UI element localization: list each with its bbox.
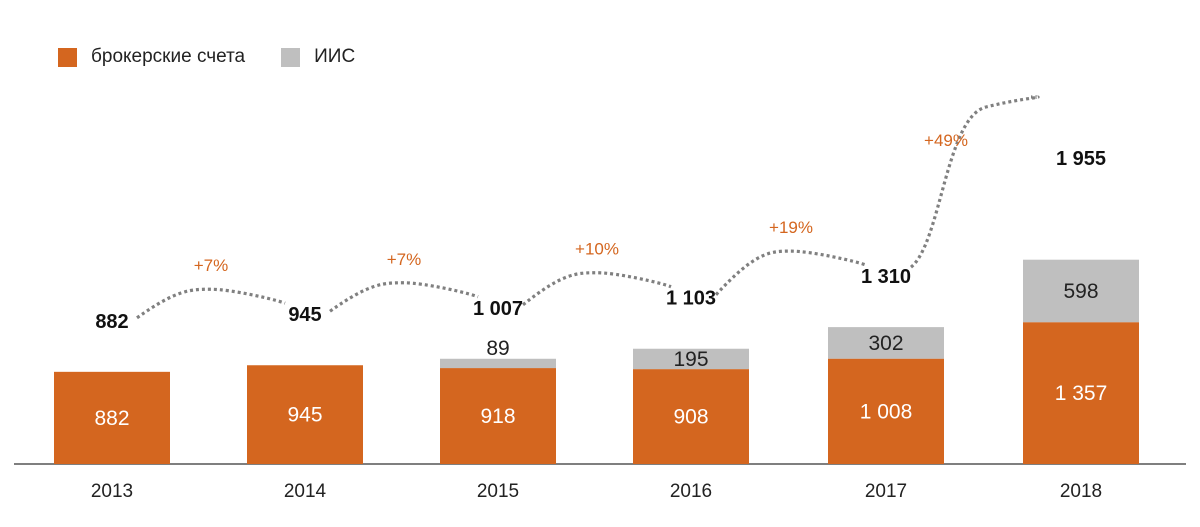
growth-label-4: +19% bbox=[769, 218, 813, 237]
growth-label-2: +7% bbox=[387, 250, 422, 269]
growth-label-1: +7% bbox=[194, 256, 229, 275]
x-tick-label-2017: 2017 bbox=[865, 481, 907, 502]
x-tick-label-2015: 2015 bbox=[477, 481, 519, 502]
bar-iis-2017 bbox=[828, 327, 944, 359]
bar-brokerage-2013 bbox=[54, 371, 170, 464]
legend-item-brokerage: брокерские счета bbox=[58, 46, 245, 68]
legend-label-iis: ИИС bbox=[314, 46, 356, 67]
growth-connector-1 bbox=[136, 287, 286, 320]
legend-label-brokerage: брокерские счета bbox=[91, 46, 246, 67]
growth-connector-5 bbox=[909, 95, 1040, 269]
x-tick-label-2016: 2016 bbox=[670, 481, 712, 502]
x-tick-label-2013: 2013 bbox=[91, 481, 133, 502]
legend-swatch-brokerage bbox=[58, 47, 77, 67]
bar-label-iis-2015: 89 bbox=[486, 337, 509, 360]
growth-connector-2 bbox=[329, 281, 479, 313]
legend: брокерские счета ИИС bbox=[58, 46, 391, 68]
bar-brokerage-2018 bbox=[1023, 322, 1139, 464]
bar-iis-2016 bbox=[633, 348, 749, 370]
bar-iis-2015 bbox=[440, 358, 556, 369]
bar-label-brokerage-2014: 945 bbox=[287, 404, 322, 427]
total-label-2016: 1 103 bbox=[666, 288, 716, 310]
growth-connector-3 bbox=[522, 271, 672, 307]
bar-iis-2018 bbox=[1023, 259, 1139, 323]
bar-label-brokerage-2018: 1 357 bbox=[1055, 382, 1108, 405]
total-label-2017: 1 310 bbox=[861, 266, 911, 288]
legend-item-iis: ИИС bbox=[281, 46, 355, 68]
total-label-2013: 882 bbox=[95, 311, 128, 333]
x-tick-label-2018: 2018 bbox=[1060, 481, 1102, 502]
growth-label-5: +49% bbox=[924, 131, 968, 150]
bar-brokerage-2014 bbox=[247, 365, 363, 464]
bar-brokerage-2015 bbox=[440, 368, 556, 464]
growth-label-3: +10% bbox=[575, 240, 619, 259]
total-label-2014: 945 bbox=[288, 304, 321, 326]
x-tick-label-2014: 2014 bbox=[284, 481, 327, 502]
bar-label-brokerage-2016: 908 bbox=[673, 406, 708, 429]
legend-swatch-iis bbox=[281, 47, 301, 67]
growth-connector-4 bbox=[714, 249, 867, 296]
bar-brokerage-2016 bbox=[633, 369, 749, 464]
bar-label-iis-2017: 302 bbox=[868, 332, 903, 355]
total-label-2018: 1 955 bbox=[1056, 148, 1106, 170]
bar-label-iis-2016: 195 bbox=[673, 348, 708, 371]
bar-brokerage-2017 bbox=[828, 358, 944, 464]
bar-label-brokerage-2013: 882 bbox=[94, 407, 129, 430]
bar-label-brokerage-2015: 918 bbox=[480, 405, 515, 428]
total-label-2015: 1 007 bbox=[473, 298, 523, 320]
bar-label-iis-2018: 598 bbox=[1063, 280, 1098, 303]
bar-label-brokerage-2017: 1 008 bbox=[860, 400, 913, 423]
